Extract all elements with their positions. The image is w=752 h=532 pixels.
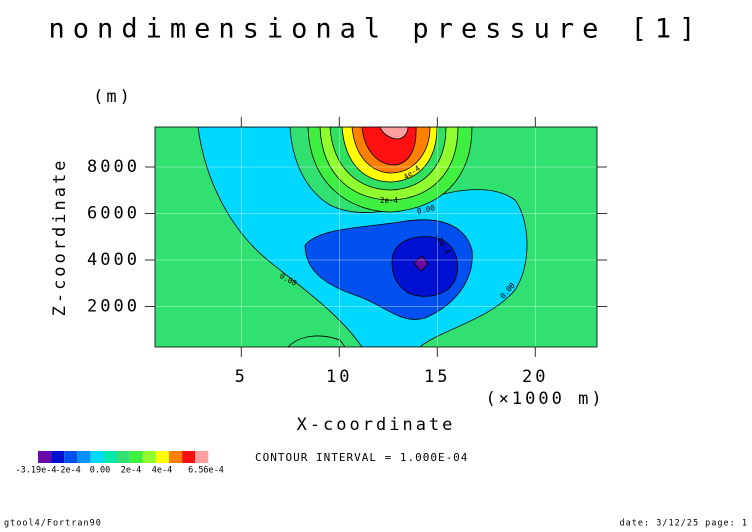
y-axis-label: Z-coordinate (50, 158, 70, 317)
y-tick-label: 2000 (87, 296, 140, 316)
colorbar-label: 0.00 (90, 466, 110, 476)
footer-left: gtool4/Fortran90 (4, 519, 102, 529)
x-axis-label: X-coordinate (297, 415, 456, 435)
x-tick-label: 5 (235, 367, 248, 387)
colorbar-swatch (195, 451, 209, 463)
colorbar-swatch (90, 451, 104, 463)
colorbar-swatch (77, 451, 91, 463)
y-tick-label: 4000 (87, 250, 140, 270)
colorbar-swatch (51, 451, 65, 463)
colorbar-swatch (169, 451, 183, 463)
colorbar-label: 4e-4 (152, 466, 172, 476)
colorbar-swatch (142, 451, 156, 463)
colorbar-label: 2e-4 (121, 466, 141, 476)
y-unit: (m) (93, 87, 133, 107)
footer-right: date: 3/12/25 page: 1 (620, 519, 748, 529)
colorbar-label: -2e-4 (55, 466, 81, 476)
x-tick-label: 15 (424, 367, 450, 387)
colorbar-swatch (155, 451, 169, 463)
contour-field (155, 127, 597, 347)
x-tick-label: 10 (326, 367, 352, 387)
colorbar-swatch (129, 451, 143, 463)
contour-label: 2e-4 (380, 196, 399, 205)
colorbar-swatch (38, 451, 52, 463)
region-bottom-green (287, 335, 346, 347)
colorbar-label: 6.56e-4 (188, 466, 224, 476)
contour-interval: CONTOUR INTERVAL = 1.000E-04 (255, 451, 468, 464)
colorbar-label: -3.19e-4 (16, 466, 57, 476)
colorbar-swatch (116, 451, 130, 463)
contour-label: 0.00 (416, 203, 436, 216)
x-tick-label: 20 (522, 367, 548, 387)
chart-title: nondimensional pressure [1] (49, 14, 704, 45)
colorbar-swatch (103, 451, 117, 463)
x-unit: (×1000 m) (485, 389, 604, 409)
plot-frame (154, 126, 598, 348)
colorbar-swatch (64, 451, 78, 463)
y-tick-label: 8000 (87, 157, 140, 177)
region-high7 (379, 127, 409, 140)
y-tick-label: 6000 (87, 203, 140, 223)
colorbar-swatch (182, 451, 196, 463)
